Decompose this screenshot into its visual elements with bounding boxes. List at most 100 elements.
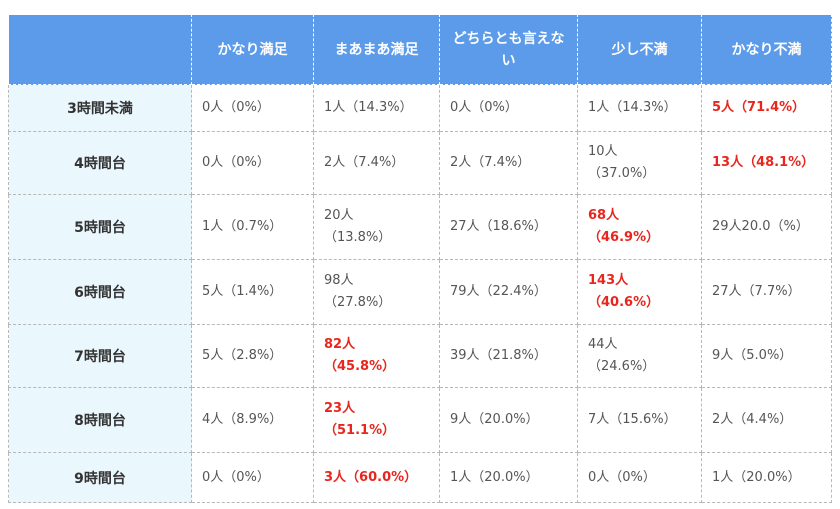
header-somewhat-dissatisfied: 少し不満 bbox=[577, 14, 702, 85]
cell-count: 1人 bbox=[450, 469, 472, 485]
cell-percentage: （7.7%） bbox=[741, 284, 801, 299]
table-cell: 5人（1.4%） bbox=[191, 259, 314, 325]
cell-percentage: （27.8%） bbox=[324, 295, 392, 310]
cell-percentage: （0%） bbox=[223, 155, 270, 170]
cell-count: 5人 bbox=[202, 348, 224, 363]
cell-count: 27人 bbox=[712, 284, 742, 299]
cell-percentage: （14.3%） bbox=[609, 100, 677, 115]
cell-count: 1人 bbox=[712, 469, 734, 485]
table-row: 5時間台 1人（0.7%） 20人 （13.8%） 27人（18.6%） 68人 （46.9… bbox=[8, 194, 832, 260]
cell-count: 98人 bbox=[324, 273, 354, 288]
cell-count: 0人 bbox=[588, 469, 610, 485]
cell-count: 4人 bbox=[202, 412, 224, 427]
table-cell: 3人（60.0%） bbox=[313, 452, 440, 503]
table-header: かなり満足 まあまあ満足 どちらとも言えない 少し不満 かなり不満 bbox=[8, 14, 832, 85]
cell-percentage: （13.8%） bbox=[324, 230, 392, 245]
cell-count: 20人 bbox=[324, 208, 354, 223]
table-cell: 20人 （13.8%） bbox=[313, 194, 440, 260]
cell-percentage: （37.0%） bbox=[588, 166, 656, 181]
row-label: 8時間台 bbox=[8, 387, 192, 453]
cell-percentage: （14.3%） bbox=[345, 100, 413, 115]
cell-percentage: （21.8%） bbox=[479, 348, 547, 363]
cell-count: 10人 bbox=[588, 144, 618, 159]
header-somewhat-satisfied: まあまあ満足 bbox=[313, 14, 440, 85]
table-cell: 7人（15.6%） bbox=[577, 387, 702, 453]
table-cell: 5人（71.4%） bbox=[701, 84, 832, 132]
cell-count: 5人 bbox=[712, 100, 735, 115]
row-label: 3時間未満 bbox=[8, 84, 192, 132]
cell-count: 39人 bbox=[450, 348, 480, 363]
cell-percentage: （4.4%） bbox=[733, 412, 793, 427]
row-label: 6時間台 bbox=[8, 259, 192, 325]
header-corner-cell bbox=[8, 14, 192, 85]
cell-count: 82人 bbox=[324, 337, 356, 352]
cell-percentage: （8.9%） bbox=[223, 412, 283, 427]
table-row: 4時間台 0人（0%） 2人（7.4%） 2人（7.4%） 10人 （37.0%） 13人（… bbox=[8, 131, 832, 195]
cell-percentage: （5.0%） bbox=[733, 348, 793, 363]
table-cell: 2人（4.4%） bbox=[701, 387, 832, 453]
cell-percentage: （7.4%） bbox=[471, 155, 531, 170]
table-cell: 44人 （24.6%） bbox=[577, 324, 702, 388]
cell-percentage: （15.6%） bbox=[609, 412, 677, 427]
cell-count: 29人 bbox=[712, 219, 742, 234]
cell-count: 0人 bbox=[202, 100, 224, 115]
cell-count: 5人 bbox=[202, 284, 224, 299]
table-cell: 9人（5.0%） bbox=[701, 324, 832, 388]
row-label: 9時間台 bbox=[8, 452, 192, 503]
cell-count: 2人 bbox=[712, 412, 734, 427]
table-cell: 2人（7.4%） bbox=[313, 131, 440, 195]
cell-percentage: （2.8%） bbox=[223, 348, 283, 363]
cell-count: 44人 bbox=[588, 337, 618, 352]
cell-percentage: （20.0%） bbox=[733, 469, 801, 485]
cell-percentage: （60.0%） bbox=[346, 469, 418, 485]
table-cell: 0人（0%） bbox=[191, 84, 314, 132]
table-cell: 27人（7.7%） bbox=[701, 259, 832, 325]
cell-count: 0人 bbox=[202, 469, 224, 485]
table-cell: 29人20.0（%） bbox=[701, 194, 832, 260]
cell-percentage: （0%） bbox=[609, 469, 656, 485]
table-cell: 0人（0%） bbox=[439, 84, 578, 132]
table-cell: 13人（48.1%） bbox=[701, 131, 832, 195]
cell-percentage: （0%） bbox=[471, 100, 518, 115]
cell-count: 2人 bbox=[324, 155, 346, 170]
table-cell: 98人 （27.8%） bbox=[313, 259, 440, 325]
header-very-dissatisfied: かなり不満 bbox=[701, 14, 832, 85]
cell-count: 3人 bbox=[324, 469, 347, 485]
cell-percentage: （0.7%） bbox=[223, 219, 283, 234]
cell-count: 2人 bbox=[450, 155, 472, 170]
cell-count: 0人 bbox=[450, 100, 472, 115]
cell-count: 79人 bbox=[450, 284, 480, 299]
header-neutral: どちらとも言えない bbox=[439, 14, 578, 85]
table-row: 9時間台 0人（0%） 3人（60.0%） 1人（20.0%） 0人（0%） 1人（20.… bbox=[8, 452, 832, 503]
table-cell: 10人 （37.0%） bbox=[577, 131, 702, 195]
cell-percentage: （48.1%） bbox=[743, 155, 815, 170]
table-cell: 27人（18.6%） bbox=[439, 194, 578, 260]
table-cell: 1人（14.3%） bbox=[577, 84, 702, 132]
cell-count: 7人 bbox=[588, 412, 610, 427]
cell-percentage: （0%） bbox=[223, 469, 270, 485]
table-cell: 23人 （51.1%） bbox=[313, 387, 440, 453]
cell-percentage: （1.4%） bbox=[223, 284, 283, 299]
cell-percentage: （22.4%） bbox=[479, 284, 547, 299]
table-cell: 1人（0.7%） bbox=[191, 194, 314, 260]
cell-percentage: （18.6%） bbox=[479, 219, 547, 234]
cell-percentage: （45.8%） bbox=[324, 359, 396, 374]
cell-count: 27人 bbox=[450, 219, 480, 234]
cell-percentage: （51.1%） bbox=[324, 423, 396, 438]
cell-percentage: （7.4%） bbox=[345, 155, 405, 170]
table-cell: 39人（21.8%） bbox=[439, 324, 578, 388]
cell-percentage: （40.6%） bbox=[588, 295, 660, 310]
cell-count: 68人 bbox=[588, 208, 620, 223]
cell-percentage: （20.0%） bbox=[471, 469, 539, 485]
table-row: 7時間台 5人（2.8%） 82人 （45.8%） 39人（21.8%） 44人 （24.6… bbox=[8, 324, 832, 388]
table-cell: 68人 （46.9%） bbox=[577, 194, 702, 260]
cell-percentage: （20.0%） bbox=[471, 412, 539, 427]
cell-count: 1人 bbox=[324, 100, 346, 115]
cell-percentage: （0%） bbox=[223, 100, 270, 115]
table-cell: 0人（0%） bbox=[191, 131, 314, 195]
cell-count: 1人 bbox=[202, 219, 224, 234]
row-label: 4時間台 bbox=[8, 131, 192, 195]
table-cell: 2人（7.4%） bbox=[439, 131, 578, 195]
table-cell: 9人（20.0%） bbox=[439, 387, 578, 453]
cell-count: 1人 bbox=[588, 100, 610, 115]
